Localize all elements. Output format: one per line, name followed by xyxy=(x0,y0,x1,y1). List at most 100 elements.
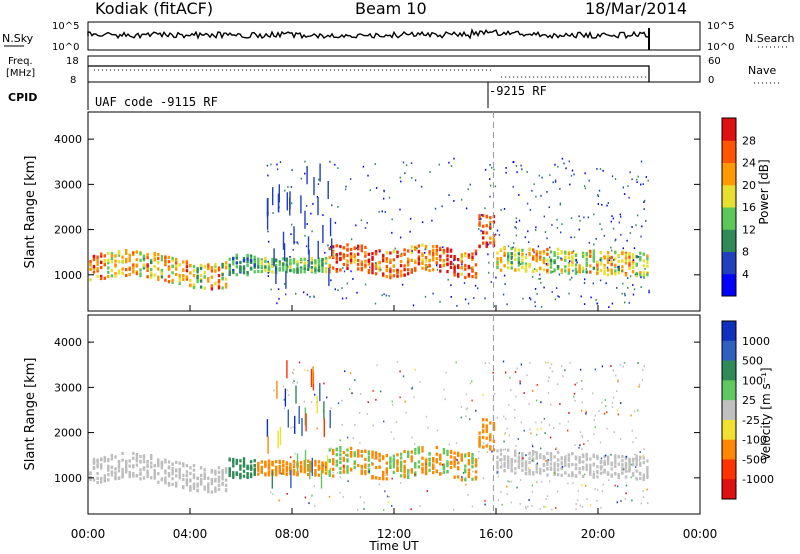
echo-cell xyxy=(601,466,603,469)
echo-cell xyxy=(339,466,342,470)
echo-cell xyxy=(164,469,167,473)
echo-cell xyxy=(514,471,517,475)
echo-cell xyxy=(253,467,256,471)
echo-cell xyxy=(592,392,594,395)
echo-cell xyxy=(482,394,484,396)
echo-cell xyxy=(150,476,153,480)
echo-cell xyxy=(463,477,465,480)
echo-cell xyxy=(217,475,221,479)
echo-cell xyxy=(121,267,124,271)
echo-cell xyxy=(357,252,360,256)
echo-cell xyxy=(554,298,557,301)
echo-cell xyxy=(353,260,356,264)
echo-cell xyxy=(435,248,438,252)
echo-cell xyxy=(592,462,595,466)
echo-cell xyxy=(542,256,546,260)
echo-cell xyxy=(128,464,131,468)
echo-cell xyxy=(632,441,634,444)
echo-cell xyxy=(626,239,628,242)
echo-cell xyxy=(399,396,401,399)
echo-cell xyxy=(581,388,583,391)
echo-cell xyxy=(150,461,153,465)
echo-cell xyxy=(556,468,560,472)
echo-cell xyxy=(435,261,438,265)
echo-cell xyxy=(132,263,135,267)
echo-cell xyxy=(321,260,323,263)
echo-cell xyxy=(110,470,114,474)
echo-cell xyxy=(332,462,335,466)
echo-cell xyxy=(495,276,497,279)
echo-cell xyxy=(387,501,390,504)
echo-cell xyxy=(510,388,512,391)
echo-cell xyxy=(310,212,312,215)
echo-cell xyxy=(560,466,563,471)
echo-streak xyxy=(304,407,306,426)
echo-cell xyxy=(545,460,547,462)
echo-cell xyxy=(107,466,110,470)
echo-cell xyxy=(621,467,624,471)
echo-streak xyxy=(319,163,321,182)
echo-cell xyxy=(642,272,645,276)
echo-cell xyxy=(478,217,481,221)
echo-cell xyxy=(142,263,146,267)
echo-cell xyxy=(528,469,531,473)
echo-cell xyxy=(100,276,103,281)
echo-cell xyxy=(432,463,435,467)
echo-cell xyxy=(546,237,548,240)
echo-cell xyxy=(392,274,396,278)
echo-cell xyxy=(304,496,307,499)
echo-cell xyxy=(450,165,453,167)
echo-cell xyxy=(349,454,353,458)
echo-cell xyxy=(556,252,560,256)
echo-cell xyxy=(432,292,434,295)
echo-cell xyxy=(628,261,631,265)
echo-cell xyxy=(553,464,556,468)
echo-cell xyxy=(614,456,617,460)
echo-cell xyxy=(374,455,378,459)
echo-cell xyxy=(207,476,210,480)
echo-cell xyxy=(291,169,293,171)
echo-cell xyxy=(581,434,583,437)
echo-cell xyxy=(526,374,528,377)
echo-cell xyxy=(110,252,114,256)
echo-cell xyxy=(182,473,185,477)
echo-cell xyxy=(214,479,217,483)
echo-cell xyxy=(645,220,647,222)
echo-cell xyxy=(428,252,431,256)
echo-cell xyxy=(474,458,478,462)
echo-cell xyxy=(480,218,482,220)
colorbar-segment xyxy=(722,118,736,141)
echo-cell xyxy=(600,457,603,460)
echo-cell xyxy=(574,474,578,478)
echo-cell xyxy=(364,465,367,469)
echo-cell xyxy=(274,263,278,268)
echo-cell xyxy=(414,451,417,455)
echo-cell xyxy=(139,274,142,278)
echo-cell xyxy=(157,261,160,265)
echo-cell xyxy=(267,260,269,263)
echo-cell xyxy=(464,267,467,271)
cpid-panel: CPID UAF code -9115 RF -9215 RF xyxy=(8,82,547,110)
echo-cell xyxy=(560,461,563,465)
echo-cell xyxy=(599,258,603,262)
echo-cell xyxy=(283,283,286,285)
echo-cell xyxy=(271,260,274,264)
echo-cell xyxy=(285,293,287,296)
echo-cell xyxy=(267,262,271,266)
echo-cell xyxy=(389,258,392,262)
echo-cell xyxy=(463,282,466,284)
echo-cell xyxy=(488,261,490,264)
echo-cell xyxy=(242,265,246,269)
echo-cell xyxy=(107,473,110,477)
echo-cell xyxy=(421,470,424,474)
echo-cell xyxy=(367,468,371,472)
echo-cell xyxy=(578,460,581,464)
echo-cell xyxy=(442,264,446,268)
echo-cell xyxy=(364,245,367,249)
echo-cell xyxy=(417,451,421,455)
echo-cell xyxy=(595,238,597,240)
echo-cell xyxy=(328,495,331,498)
echo-cell xyxy=(617,473,620,477)
echo-cell xyxy=(353,258,356,262)
echo-cell xyxy=(564,463,567,467)
